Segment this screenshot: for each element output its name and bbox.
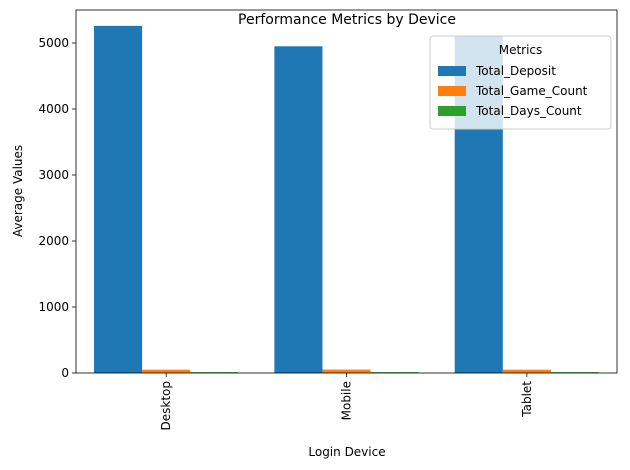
y-tick-label: 2000 xyxy=(38,234,69,248)
x-axis-label: Login Device xyxy=(308,445,385,459)
y-axis: 0 1000 2000 3000 4000 5000 xyxy=(38,36,76,380)
legend-title: Metrics xyxy=(499,43,543,57)
y-tick-label: 1000 xyxy=(38,300,69,314)
x-tick-label-tablet: Tablet xyxy=(520,381,534,418)
y-tick-label: 0 xyxy=(61,366,69,380)
legend-swatch-total-days-count xyxy=(438,106,466,116)
legend-swatch-total-deposit xyxy=(438,66,466,76)
x-tick-label-desktop: Desktop xyxy=(159,381,173,431)
x-tick-label-mobile: Mobile xyxy=(340,381,354,420)
bar-total-days-count-mobile xyxy=(370,372,419,373)
bar-total-deposit-desktop xyxy=(94,25,143,374)
bar-total-deposit-mobile xyxy=(274,46,323,374)
y-tick-label: 4000 xyxy=(38,102,69,116)
y-axis-label: Average Values xyxy=(11,145,25,237)
y-tick-label: 3000 xyxy=(38,168,69,182)
plot-frame xyxy=(75,9,618,374)
legend-label-total-game-count: Total_Game_Count xyxy=(475,84,588,98)
bar-total-game-count-tablet xyxy=(502,369,551,373)
x-axis: Desktop Mobile Tablet xyxy=(159,373,534,431)
legend-label-total-deposit: Total_Deposit xyxy=(475,64,556,78)
legend-swatch-total-game-count xyxy=(438,86,466,96)
y-tick-label: 5000 xyxy=(38,36,69,50)
legend: Metrics Total_DepositTotal_Game_CountTot… xyxy=(429,35,612,130)
bar-total-days-count-tablet xyxy=(550,372,599,373)
legend-entries: Total_Deposit Total_Game_Count Total_Days_… xyxy=(438,64,588,118)
bar-total-game-count-mobile xyxy=(322,369,371,373)
legend-label-total-days-count: Total_Days_Count xyxy=(475,104,582,118)
legend-frame xyxy=(429,35,612,130)
bar-total-days-count-desktop xyxy=(190,372,239,373)
chart-title: Performance Metrics by Device xyxy=(238,12,456,28)
bar-total-game-count-desktop xyxy=(142,369,191,373)
